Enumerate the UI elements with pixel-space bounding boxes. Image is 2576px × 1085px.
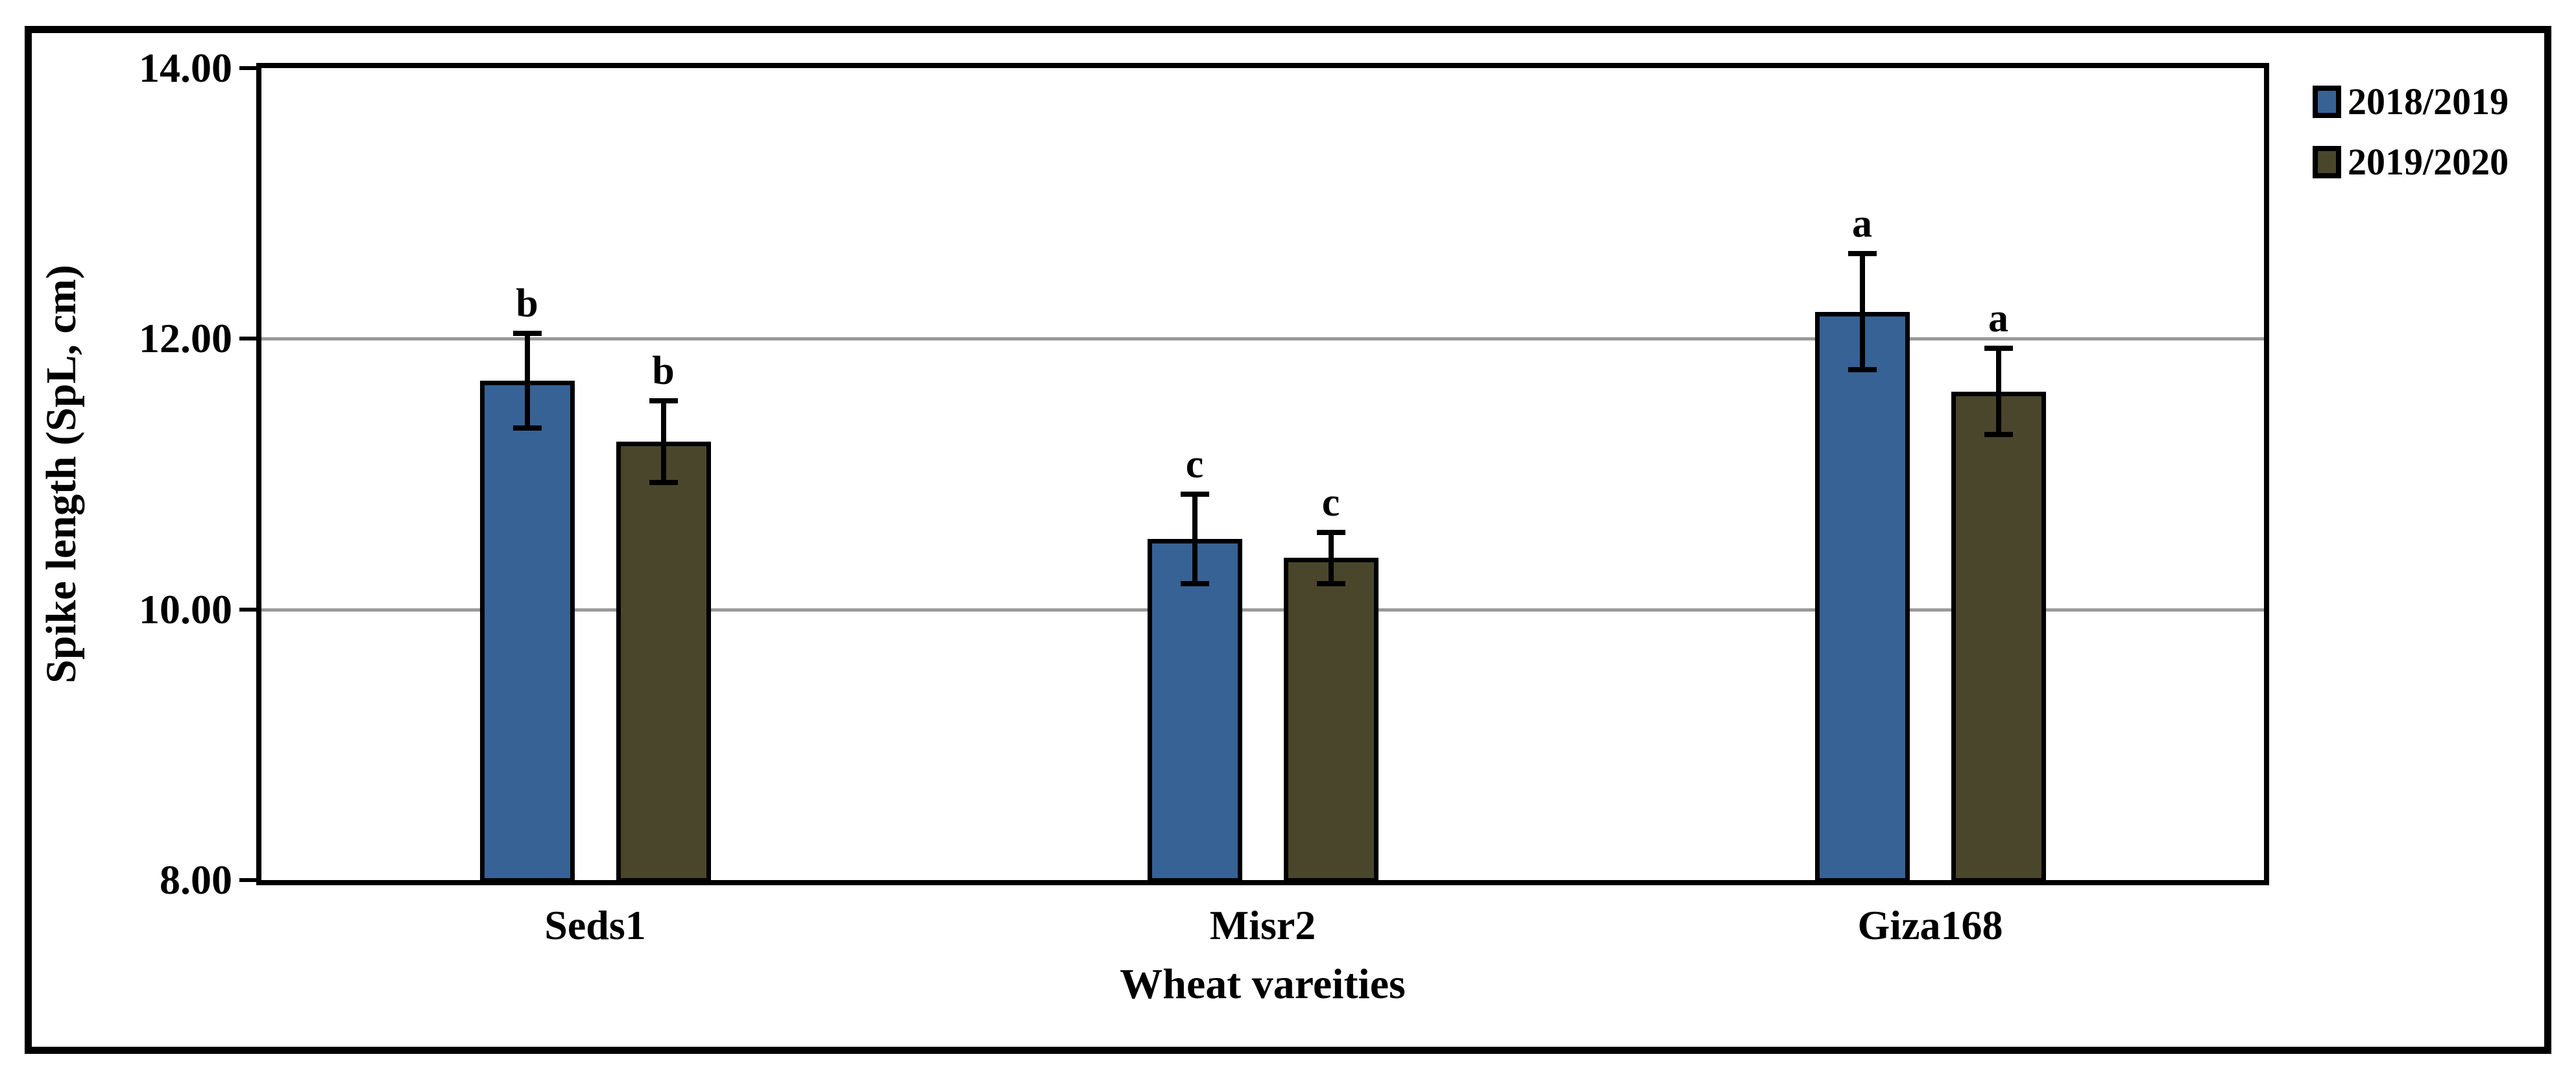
error-bar-2018-2019-giza168 <box>1859 253 1865 370</box>
legend: 2018/2019 2019/2020 <box>2313 79 2509 185</box>
y-tick-label: 8.00 <box>160 857 232 903</box>
error-bar-cap-bottom <box>1848 367 1877 373</box>
x-axis-title: Wheat vareities <box>1120 960 1406 1008</box>
legend-swatch-icon <box>2313 146 2341 178</box>
y-tick-label: 12.00 <box>139 315 232 362</box>
y-axis-tick <box>239 66 256 70</box>
error-bar-2019-2020-seds1 <box>660 401 666 483</box>
error-bar-2018-2019-seds1 <box>524 333 530 429</box>
bar-2018-2019-giza168 <box>1814 311 1910 883</box>
error-bar-2019-2020-giza168 <box>1995 348 2001 435</box>
bar-2019-2020-misr2 <box>1283 558 1378 883</box>
error-bar-cap-bottom <box>1180 581 1209 587</box>
error-bar-cap-bottom <box>512 425 542 431</box>
error-bar-cap-bottom <box>1984 432 2013 438</box>
grid-line <box>261 337 2264 341</box>
y-axis-tick <box>239 607 256 612</box>
error-bar-2019-2020-misr2 <box>1328 532 1334 584</box>
error-bar-cap-top <box>1984 345 2013 351</box>
legend-item: 2019/2020 <box>2313 139 2509 185</box>
sig-letter-2019-2020-giza168: a <box>1988 296 2008 340</box>
plot-area <box>256 63 2269 885</box>
y-axis-tick <box>239 878 256 882</box>
error-bar-cap-top <box>649 398 678 404</box>
y-tick-label: 14.00 <box>139 45 232 91</box>
figure-border <box>25 26 2551 1054</box>
legend-item: 2018/2019 <box>2313 79 2509 125</box>
bar-2018-2019-misr2 <box>1147 539 1242 883</box>
error-bar-cap-bottom <box>1316 581 1345 587</box>
sig-letter-2019-2020-misr2: c <box>1321 480 1340 525</box>
sig-letter-2018-2019-seds1: b <box>516 281 538 326</box>
bar-2019-2020-giza168 <box>1951 391 2046 883</box>
bar-2019-2020-seds1 <box>616 441 711 883</box>
error-bar-cap-top <box>1180 492 1209 497</box>
category-label-misr2: Misr2 <box>1209 902 1316 948</box>
error-bar-2018-2019-misr2 <box>1192 494 1198 584</box>
y-tick-label: 10.00 <box>139 586 232 632</box>
category-label-seds1: Seds1 <box>544 902 646 948</box>
grid-line <box>261 608 2264 612</box>
error-bar-cap-top <box>1848 250 1877 256</box>
error-bar-cap-top <box>512 330 542 336</box>
sig-letter-2018-2019-giza168: a <box>1852 201 1872 246</box>
bar-2018-2019-seds1 <box>479 381 575 883</box>
sig-letter-2019-2020-seds1: b <box>652 349 675 394</box>
legend-label: 2019/2020 <box>2348 141 2509 183</box>
legend-swatch-icon <box>2313 86 2341 118</box>
category-label-giza168: Giza168 <box>1857 902 2003 948</box>
error-bar-cap-top <box>1316 529 1345 535</box>
error-bar-cap-bottom <box>649 479 678 485</box>
legend-label: 2018/2019 <box>2348 80 2509 123</box>
sig-letter-2018-2019-misr2: c <box>1185 442 1204 487</box>
y-axis-tick <box>239 337 256 341</box>
